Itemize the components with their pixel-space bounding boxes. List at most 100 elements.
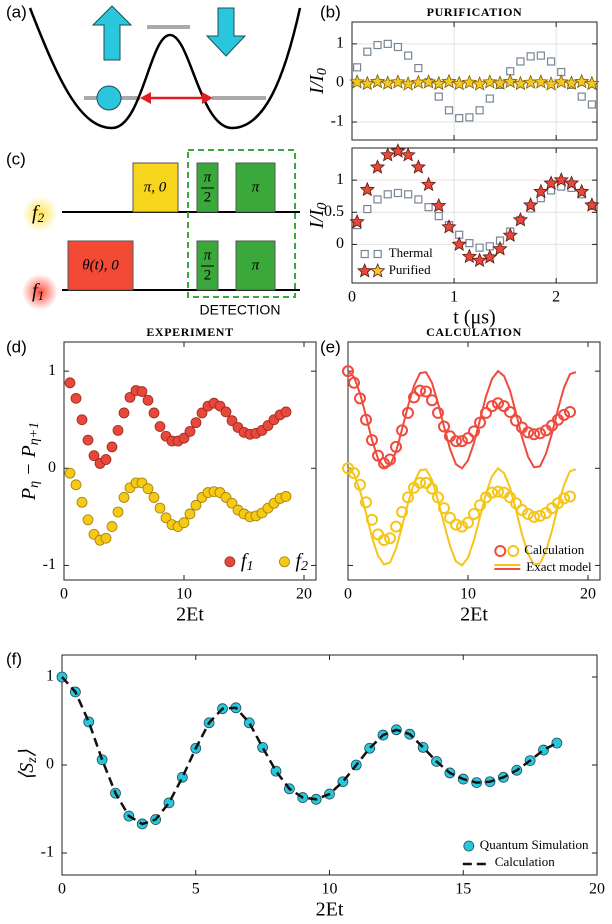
marker [434, 92, 443, 101]
marker [450, 518, 462, 531]
marker [178, 432, 190, 444]
marker [279, 556, 290, 568]
marker [512, 211, 529, 227]
legend-label: Thermal [389, 245, 433, 260]
marker [64, 377, 76, 389]
marker [396, 506, 408, 518]
marker [522, 426, 534, 439]
x-axis-label: 2Et [176, 604, 204, 626]
marker [380, 147, 396, 162]
marker [533, 74, 549, 89]
marker [369, 262, 386, 278]
marker [482, 249, 498, 264]
marker [154, 421, 166, 432]
marker [461, 74, 478, 90]
marker [410, 159, 426, 174]
marker [434, 212, 443, 221]
y-tick-label: 1 [48, 362, 56, 379]
marker [526, 52, 535, 61]
marker [83, 716, 95, 728]
marker [573, 183, 590, 199]
legend: Calculation Exact model [494, 542, 592, 574]
marker [431, 197, 447, 213]
text-run: − P [18, 445, 40, 481]
marker [551, 737, 563, 749]
marker [502, 227, 518, 242]
row-label: f2 [32, 202, 45, 225]
marker [356, 262, 373, 278]
series-layer [64, 377, 292, 546]
marker [70, 392, 82, 404]
marker [455, 114, 464, 123]
marker [564, 490, 576, 503]
y-tick-label: 0 [46, 756, 54, 773]
legend-entry: f2 [279, 549, 308, 574]
x-tick-label: 0 [344, 586, 352, 603]
text-run: f [32, 202, 40, 224]
marker [373, 40, 382, 50]
marker [393, 188, 403, 198]
marker [226, 415, 238, 427]
subscript: η+1 [27, 422, 42, 445]
x-tick-label: 5 [192, 881, 200, 898]
marker [462, 516, 474, 529]
double-well [28, 5, 302, 130]
x-axis-label: 2Et [316, 899, 344, 921]
marker [441, 73, 457, 89]
marker [372, 449, 384, 462]
marker [543, 175, 559, 190]
marker [584, 197, 600, 212]
subscript: 2 [38, 210, 45, 225]
marker [184, 425, 196, 437]
marker [378, 457, 390, 470]
y-axis-label: I/I0 [306, 68, 331, 95]
marker [349, 213, 365, 229]
marker [414, 64, 423, 73]
subscript: 1 [38, 288, 45, 303]
marker [82, 514, 94, 526]
marker [369, 159, 386, 174]
axes-frame [63, 341, 317, 581]
x-tick-label: 15 [455, 881, 471, 898]
legend-entry: Exact model [494, 559, 592, 574]
marker [154, 502, 166, 514]
marker [390, 74, 406, 89]
marker [349, 74, 365, 89]
marker [451, 236, 467, 251]
marker [190, 417, 202, 429]
marker [438, 420, 450, 433]
marker [587, 100, 596, 109]
marker [432, 406, 444, 419]
x-tick-label: 10 [460, 586, 476, 603]
x-axis-label: t (μs) [453, 307, 495, 329]
y-tick-label: -1 [43, 556, 56, 573]
pulse-sequence: f2 f1 π, 0 π 2 π θ(t), 0 π 2 π DETECTION [22, 149, 300, 318]
marker [462, 432, 474, 445]
pulse-den: 2 [204, 267, 212, 283]
marker [82, 434, 94, 446]
text-run: I/I [306, 208, 328, 229]
marker [106, 441, 118, 453]
marker [184, 508, 196, 520]
subscript: 0 [315, 68, 330, 75]
x-tick-label: 0 [60, 586, 68, 603]
x-tick-label: 2 [552, 289, 560, 306]
x-tick-label: 20 [589, 881, 605, 898]
marker [492, 397, 504, 410]
marker [471, 252, 488, 268]
x-tick-label: 10 [322, 881, 338, 898]
legend-label: f1 [241, 549, 254, 574]
marker [383, 39, 392, 48]
marker [148, 407, 160, 419]
marker [280, 406, 292, 418]
marker [366, 434, 378, 447]
chart-title: EXPERIMENT [146, 325, 233, 339]
y-axis-label: ⟨Sz⟩ [16, 749, 41, 780]
marker [475, 106, 484, 115]
marker [492, 240, 508, 256]
legend-entry: f1 [224, 549, 254, 574]
marker [360, 496, 372, 509]
marker [420, 176, 437, 192]
axes-frame [351, 147, 598, 284]
